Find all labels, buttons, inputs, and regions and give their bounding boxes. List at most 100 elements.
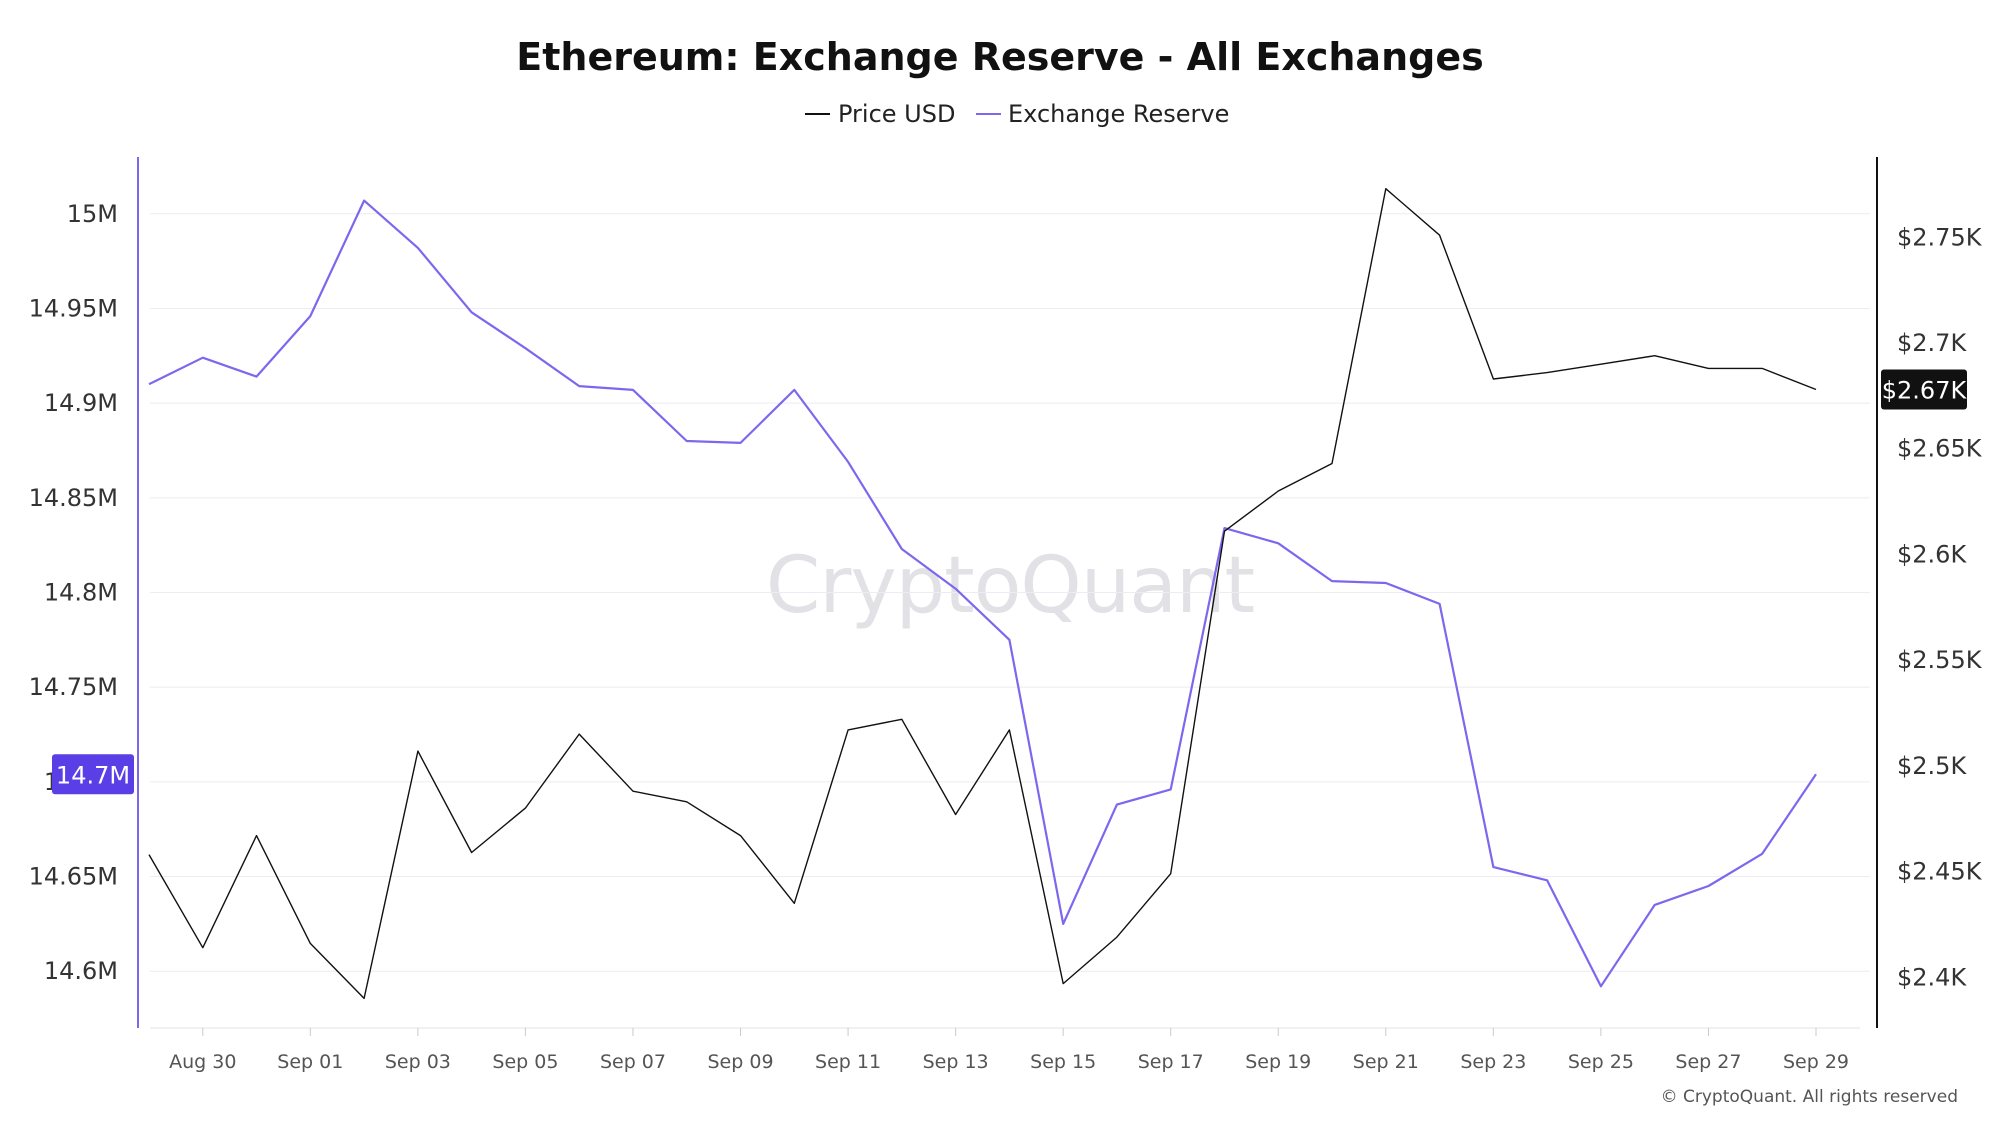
exchange-reserve-point[interactable] [896,543,908,555]
legend-price-label[interactable]: Price USD [838,100,955,128]
exchange-reserve-point[interactable] [681,435,693,447]
exchange-reserve-point[interactable] [1326,575,1338,587]
price-usd-point[interactable] [896,713,908,725]
x-tick-label: Sep 25 [1568,1051,1634,1073]
x-axis-ticks: Aug 30 Sep 01 Sep 03 Sep 05 Sep 07 Sep 09 Sep … [169,1028,1849,1073]
x-tick-label: Sep 19 [1245,1051,1311,1073]
x-tick-label: Sep 05 [492,1051,558,1073]
exchange-reserve-point[interactable] [1380,577,1392,589]
left-tick-label: 14.85M [29,484,118,512]
price-usd-point[interactable] [1541,367,1553,379]
price-usd-point[interactable] [519,802,531,814]
price-usd-point[interactable] [197,942,209,954]
price-usd-point[interactable] [573,728,585,740]
exchange-reserve-point[interactable] [1165,783,1177,795]
price-usd-point[interactable] [627,785,639,797]
x-tick-label: Sep 21 [1353,1051,1419,1073]
price-usd-point[interactable] [681,796,693,808]
exchange-reserve-point[interactable] [788,384,800,396]
legend-reserve-label[interactable]: Exchange Reserve [1008,100,1229,128]
price-usd-point[interactable] [735,830,747,842]
price-usd-point[interactable] [466,847,478,859]
price-usd-point[interactable] [1595,358,1607,370]
price-usd-point[interactable] [1649,350,1661,362]
price-usd-point[interactable] [251,830,263,842]
price-usd-point[interactable] [788,897,800,909]
exchange-reserve-point[interactable] [1272,537,1284,549]
price-usd-point[interactable] [1165,868,1177,880]
exchange-reserve-point[interactable] [143,378,155,390]
price-usd-point[interactable] [1702,362,1714,374]
left-tick-label: 14.95M [29,294,118,322]
x-tick-label: Sep 27 [1675,1051,1741,1073]
exchange-reserve-point[interactable] [251,371,263,383]
exchange-reserve-point[interactable] [197,352,209,364]
price-usd-point[interactable] [1380,183,1392,195]
exchange-reserve-point[interactable] [627,384,639,396]
right-tick-label: $2.6K [1897,540,1967,568]
right-tick-label: $2.5K [1897,752,1967,780]
left-tick-label: 14.8M [44,579,118,607]
price-usd-point[interactable] [1434,229,1446,241]
left-current-badge-label: 14.7M [56,761,130,789]
exchange-reserve-point[interactable] [1702,880,1714,892]
x-tick-label: Sep 01 [277,1051,343,1073]
price-usd-point[interactable] [1810,384,1822,396]
right-tick-label: $2.75K [1897,223,1983,251]
price-usd-point[interactable] [842,724,854,736]
price-usd-point[interactable] [1272,485,1284,497]
exchange-reserve-point[interactable] [1111,799,1123,811]
x-tick-label: Sep 29 [1783,1051,1849,1073]
x-tick-label: Aug 30 [169,1051,236,1073]
x-tick-label: Sep 07 [600,1051,666,1073]
exchange-reserve-point[interactable] [950,583,962,595]
price-usd-point[interactable] [1111,931,1123,943]
right-current-badge-bg [1881,369,1967,410]
price-usd-point[interactable] [1326,458,1338,470]
price-usd-point[interactable] [1003,724,1015,736]
exchange-reserve-point[interactable] [358,195,370,207]
exchange-reserve-point[interactable] [1810,768,1822,780]
exchange-reserve-point[interactable] [842,456,854,468]
exchange-reserve-point[interactable] [1057,918,1069,930]
exchange-reserve-point[interactable] [1756,848,1768,860]
exchange-reserve-point[interactable] [466,306,478,318]
right-current-badge-label: $2.67K [1882,377,1968,405]
price-usd-point[interactable] [358,992,370,1004]
price-usd-point[interactable] [143,849,155,861]
exchange-reserve-point[interactable] [412,242,424,254]
price-usd-point[interactable] [1756,362,1768,374]
price-usd-line [148,187,1817,1000]
right-tick-label: $2.4K [1897,963,1967,991]
right-tick-label: $2.7K [1897,329,1967,357]
exchange-reserve-point[interactable] [519,342,531,354]
exchange-reserve-point[interactable] [1595,980,1607,992]
price-usd-point[interactable] [412,745,424,757]
left-tick-label: 14.6M [44,957,118,985]
x-tick-label: Sep 15 [1030,1051,1096,1073]
price-usd-point[interactable] [1057,978,1069,990]
left-tick-label: 14.65M [29,863,118,891]
exchange-reserve-point[interactable] [1003,634,1015,646]
exchange-reserve-point[interactable] [1541,874,1553,886]
chart-title: Ethereum: Exchange Reserve - All Exchang… [516,35,1483,79]
x-tick-label: Sep 09 [708,1051,774,1073]
left-current-badge: 14.7M [52,754,134,795]
right-tick-label: $2.65K [1897,435,1983,463]
exchange-reserve-point[interactable] [1649,899,1661,911]
x-tick-label: Sep 13 [923,1051,989,1073]
x-tick-label: Sep 17 [1138,1051,1204,1073]
price-usd-point[interactable] [950,808,962,820]
exchange-reserve-point[interactable] [1487,861,1499,873]
exchange-reserve-point[interactable] [304,310,316,322]
watermark: CryptoQuant [766,541,1254,631]
exchange-reserve-point[interactable] [1434,598,1446,610]
price-usd-point[interactable] [304,937,316,949]
left-tick-label: 14.9M [44,389,118,417]
exchange-reserve-point[interactable] [735,437,747,449]
price-usd-point[interactable] [1218,525,1230,537]
left-tick-label: 15M [67,200,118,228]
price-usd-point[interactable] [1487,373,1499,385]
exchange-reserve-point[interactable] [573,380,585,392]
